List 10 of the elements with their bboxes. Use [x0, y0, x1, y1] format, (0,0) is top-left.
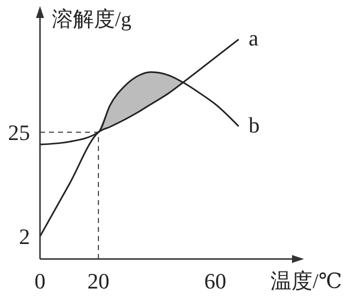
line-series [40, 38, 240, 238]
x-tick-label: 60 [204, 268, 226, 294]
x-tick-label: 20 [87, 268, 110, 294]
series-label: b [248, 112, 260, 138]
y-tick-label: 2 [19, 224, 30, 250]
y-tick-label: 25 [8, 120, 30, 146]
x-tick-label: 0 [34, 268, 46, 294]
y-axis-title: 溶解度/g [52, 7, 132, 31]
series-label: a [248, 25, 259, 50]
x-axis-title: 温度/℃ [270, 269, 342, 293]
